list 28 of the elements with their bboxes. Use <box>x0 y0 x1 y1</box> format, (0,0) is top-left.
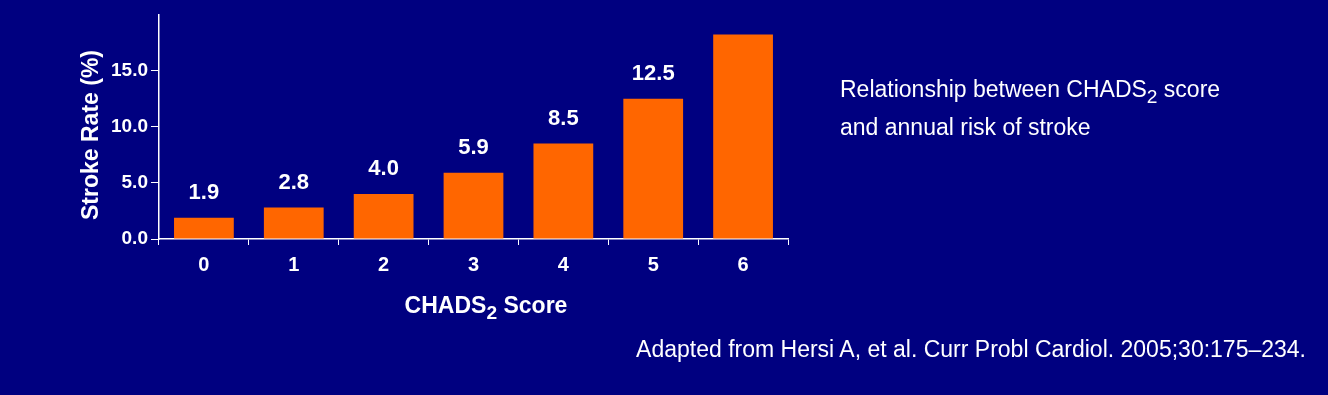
data-label: 2.8 <box>278 168 310 194</box>
y-tick-label: 5.0 <box>121 171 148 193</box>
bar <box>623 98 684 239</box>
bar <box>353 194 414 239</box>
data-label: 1.9 <box>188 178 220 204</box>
bar <box>263 207 324 239</box>
bar <box>174 217 234 239</box>
data-label: 5.9 <box>458 133 489 159</box>
bar <box>443 172 504 239</box>
bar <box>533 143 594 239</box>
x-tick-label: 0 <box>198 252 210 275</box>
y-axis-title: Stroke Rate (%) <box>76 50 104 220</box>
y-tick-label: 15.0 <box>111 58 148 80</box>
y-tick-label: 0.0 <box>121 227 148 249</box>
data-label: 12.5 <box>631 59 675 85</box>
x-tick-label: 3 <box>467 252 480 275</box>
x-tick-label: 4 <box>557 252 570 275</box>
x-tick-label: 1 <box>288 252 300 275</box>
x-axis-title: CHADS$_{2}$ Score <box>404 292 568 324</box>
data-label: 4.0 <box>368 155 399 181</box>
x-tick-label: 2 <box>378 252 390 275</box>
text: Adapted from Hersi A, et al. Curr Probl Cardiol. 2005;30:175–234. <box>636 336 1306 363</box>
text: Relationship between CHADS$_{2}$ score and annual risk of stroke <box>840 76 1221 140</box>
bar <box>713 34 773 239</box>
x-tick-label: 5 <box>647 252 659 275</box>
x-tick-label: 6 <box>737 252 749 275</box>
data-label: 8.5 <box>548 104 579 130</box>
y-tick-label: 10.0 <box>111 114 148 136</box>
